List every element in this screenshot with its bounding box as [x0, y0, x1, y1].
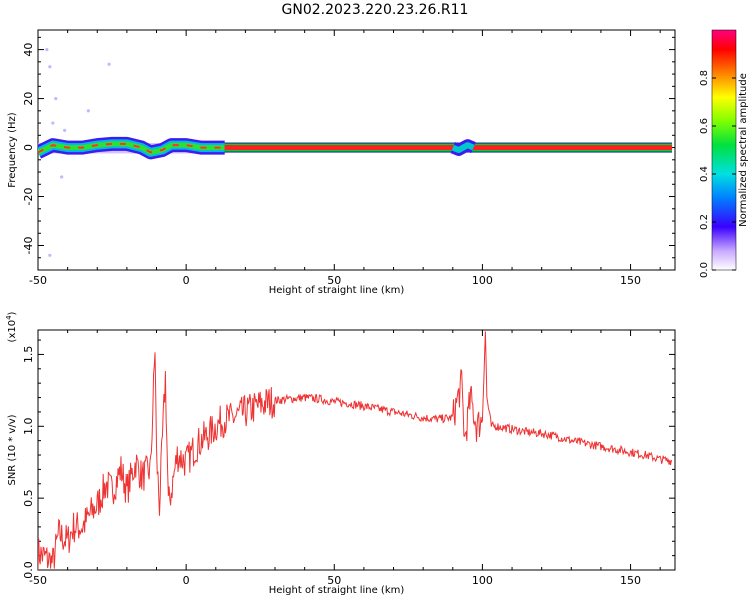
spec-speckle — [54, 96, 58, 101]
snr-panel: -50 0 50 100 150 Height of straight line (km)… — [5, 311, 676, 596]
spec-xtick-label: -50 — [29, 274, 47, 287]
spec-speckle — [45, 47, 49, 52]
spec-ytick-label: 20 — [22, 92, 35, 106]
snr-plot-area — [38, 331, 673, 570]
spec-speckle — [60, 175, 64, 179]
spec-xtick-label: 100 — [472, 274, 493, 287]
snr-ytick-label: 1.0 — [22, 418, 35, 436]
colorbar-tick-label: 0.4 — [699, 166, 710, 182]
colorbar-tick-label: 0.2 — [699, 214, 710, 230]
spec-ylabel: Frequency (Hz) — [7, 112, 18, 188]
snr-xtick-label: 0 — [183, 574, 190, 587]
spec-speckle — [51, 121, 55, 125]
snr-ylabel: SNR (10 * v/v) — [7, 414, 18, 485]
spec-speckle — [48, 253, 52, 257]
spec-speckle — [48, 65, 52, 69]
colorbar: 0.0 0.2 0.4 0.6 0.8 Normalized spectral ampli… — [699, 29, 749, 278]
spec-band-red — [224, 145, 673, 151]
spec-xtick-label: 50 — [327, 274, 341, 287]
colorbar-gradient — [712, 30, 736, 270]
spec-ytick-label: -40 — [22, 237, 35, 255]
colorbar-tick-label: 0.8 — [699, 70, 710, 86]
snr-scale-close: ) — [7, 311, 18, 315]
colorbar-tick-label: 0.0 — [699, 262, 710, 278]
snr-xtick-label: -50 — [29, 574, 47, 587]
spec-ytick-label: 40 — [22, 43, 35, 57]
colorbar-frame — [711, 29, 737, 271]
colorbar-label: Normalized spectral amplitude — [738, 73, 749, 227]
snr-series-line — [38, 331, 673, 570]
spec-plot-area — [38, 47, 673, 257]
spec-band-inner — [38, 141, 225, 155]
spec-xtick-label: 0 — [183, 274, 190, 287]
snr-ytick-label: 0.0 — [22, 561, 35, 579]
snr-ytick-label: 0.5 — [22, 489, 35, 507]
snr-xtick-label: 50 — [327, 574, 341, 587]
spec-speckle — [107, 62, 111, 66]
chart-title: GN02.2023.220.23.26.R11 — [281, 2, 469, 18]
spectrogram-panel: -50 0 50 100 150 Height of straight line (km)… — [7, 29, 676, 296]
colorbar-tick-label: 0.6 — [699, 118, 710, 134]
snr-ytick-label: 1.5 — [22, 346, 35, 364]
spec-speckle — [63, 128, 67, 133]
spec-xlabel: Height of straight line (km) — [269, 285, 405, 296]
spec-ytick-label: -20 — [22, 188, 35, 206]
snr-scale-label: (x104) — [5, 311, 18, 342]
snr-xlabel: Height of straight line (km) — [269, 585, 405, 596]
spec-xtick-label: 150 — [620, 274, 641, 287]
snr-frame — [37, 329, 676, 571]
spec-bump-inner — [451, 142, 475, 153]
spec-speckle — [86, 109, 90, 113]
snr-scale-exponent: 4 — [5, 315, 13, 320]
snr-xtick-label: 100 — [472, 574, 493, 587]
spec-ytick-label: 0 — [22, 144, 35, 151]
snr-xtick-label: 150 — [620, 574, 641, 587]
